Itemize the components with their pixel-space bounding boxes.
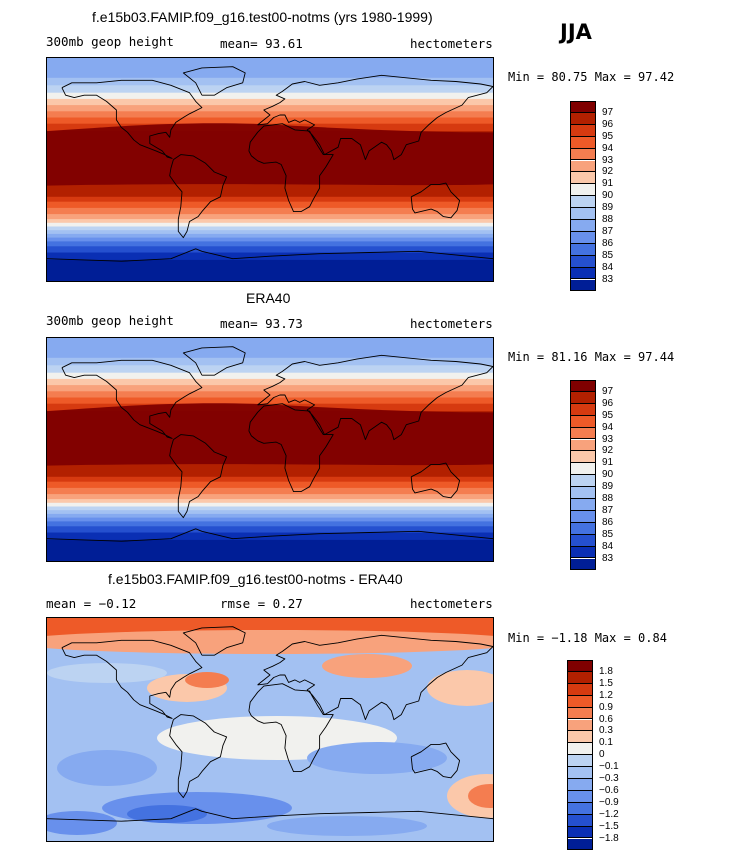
colorbar-level-label: 94: [602, 144, 613, 154]
panel3-minmax-label: Min = −1.18 Max = 0.84: [508, 631, 667, 645]
colorbar-level-label: 89: [602, 203, 613, 213]
colorbar-level-label: 88: [602, 494, 613, 504]
colorbar-frame: [567, 660, 593, 850]
colorbar-level-label: 94: [602, 423, 613, 433]
colorbar-level-label: 95: [602, 132, 613, 142]
colorbar-frame: [570, 101, 596, 291]
colorbar-level-label: 85: [602, 530, 613, 540]
colorbar-level-label: 0.3: [599, 726, 613, 736]
colorbar-level-label: −0.3: [599, 774, 619, 784]
panel2-mean-label: mean= 93.73: [220, 316, 303, 331]
colorbar-level-label: 91: [602, 179, 613, 189]
colorbar-level-label: 92: [602, 167, 613, 177]
panel3-map: [46, 617, 494, 842]
colorbar-level-label: 89: [602, 482, 613, 492]
colorbar-level-label: 96: [602, 399, 613, 409]
colorbar-level-label: 0.1: [599, 738, 613, 748]
colorbar-frame: [570, 380, 596, 570]
panel1-mean-label: mean= 93.61: [220, 36, 303, 51]
colorbar-level-label: 95: [602, 411, 613, 421]
map-field: [47, 58, 493, 281]
colorbar-level-label: 1.5: [599, 679, 613, 689]
colorbar-level-label: 86: [602, 239, 613, 249]
panel1-map: [46, 57, 494, 282]
colorbar-level-label: 86: [602, 518, 613, 528]
colorbar-level-label: 85: [602, 251, 613, 261]
panel3-title: f.e15b03.FAMIP.f09_g16.test00-notms - ER…: [108, 571, 403, 587]
colorbar-level-label: 83: [602, 554, 613, 564]
colorbar-level-label: −1.8: [599, 834, 619, 844]
colorbar-level-label: 93: [602, 156, 613, 166]
colorbar-level-label: 84: [602, 542, 613, 552]
panel2-minmax-label: Min = 81.16 Max = 97.44: [508, 350, 674, 364]
colorbar-level-label: 84: [602, 263, 613, 273]
colorbar-level-label: −0.9: [599, 798, 619, 808]
colorbar-level-label: 97: [602, 108, 613, 118]
panel3-mean-label: mean = −0.12: [46, 596, 136, 611]
colorbar-level-label: 0.9: [599, 703, 613, 713]
colorbar-level-label: −1.5: [599, 822, 619, 832]
colorbar-level-label: 92: [602, 446, 613, 456]
panel2-map: [46, 337, 494, 562]
colorbar-level-label: 90: [602, 470, 613, 480]
colorbar-level-label: 0: [599, 750, 605, 760]
colorbar-level-label: 91: [602, 458, 613, 468]
colorbar-level-label: −0.6: [599, 786, 619, 796]
colorbar-level-label: −0.1: [599, 762, 619, 772]
panel1-title: f.e15b03.FAMIP.f09_g16.test00-notms (yrs…: [92, 9, 433, 25]
colorbar-level-label: 87: [602, 227, 613, 237]
season-label: JJA: [560, 20, 592, 44]
panel1-units-label: hectometers: [410, 36, 493, 51]
panel1-minmax-label: Min = 80.75 Max = 97.42: [508, 70, 674, 84]
colorbar-level-label: 93: [602, 435, 613, 445]
map-field: [47, 618, 493, 841]
panel1-variable-label: 300mb geop height: [46, 34, 174, 49]
colorbar-level-label: 1.2: [599, 691, 613, 701]
colorbar-level-label: 96: [602, 120, 613, 130]
colorbar-level-label: 88: [602, 215, 613, 225]
colorbar-level-label: 0.6: [599, 715, 613, 725]
panel2-variable-label: 300mb geop height: [46, 313, 174, 328]
map-field: [47, 338, 493, 561]
colorbar-level-label: 97: [602, 387, 613, 397]
panel2-units-label: hectometers: [410, 316, 493, 331]
colorbar-level-label: −1.2: [599, 810, 619, 820]
panel2-title: ERA40: [246, 290, 290, 306]
colorbar-level-label: 90: [602, 191, 613, 201]
colorbar-level-label: 87: [602, 506, 613, 516]
colorbar-level-label: 83: [602, 275, 613, 285]
panel3-units-label: hectometers: [410, 596, 493, 611]
panel3-rmse-label: rmse = 0.27: [220, 596, 303, 611]
colorbar-level-label: 1.8: [599, 667, 613, 677]
